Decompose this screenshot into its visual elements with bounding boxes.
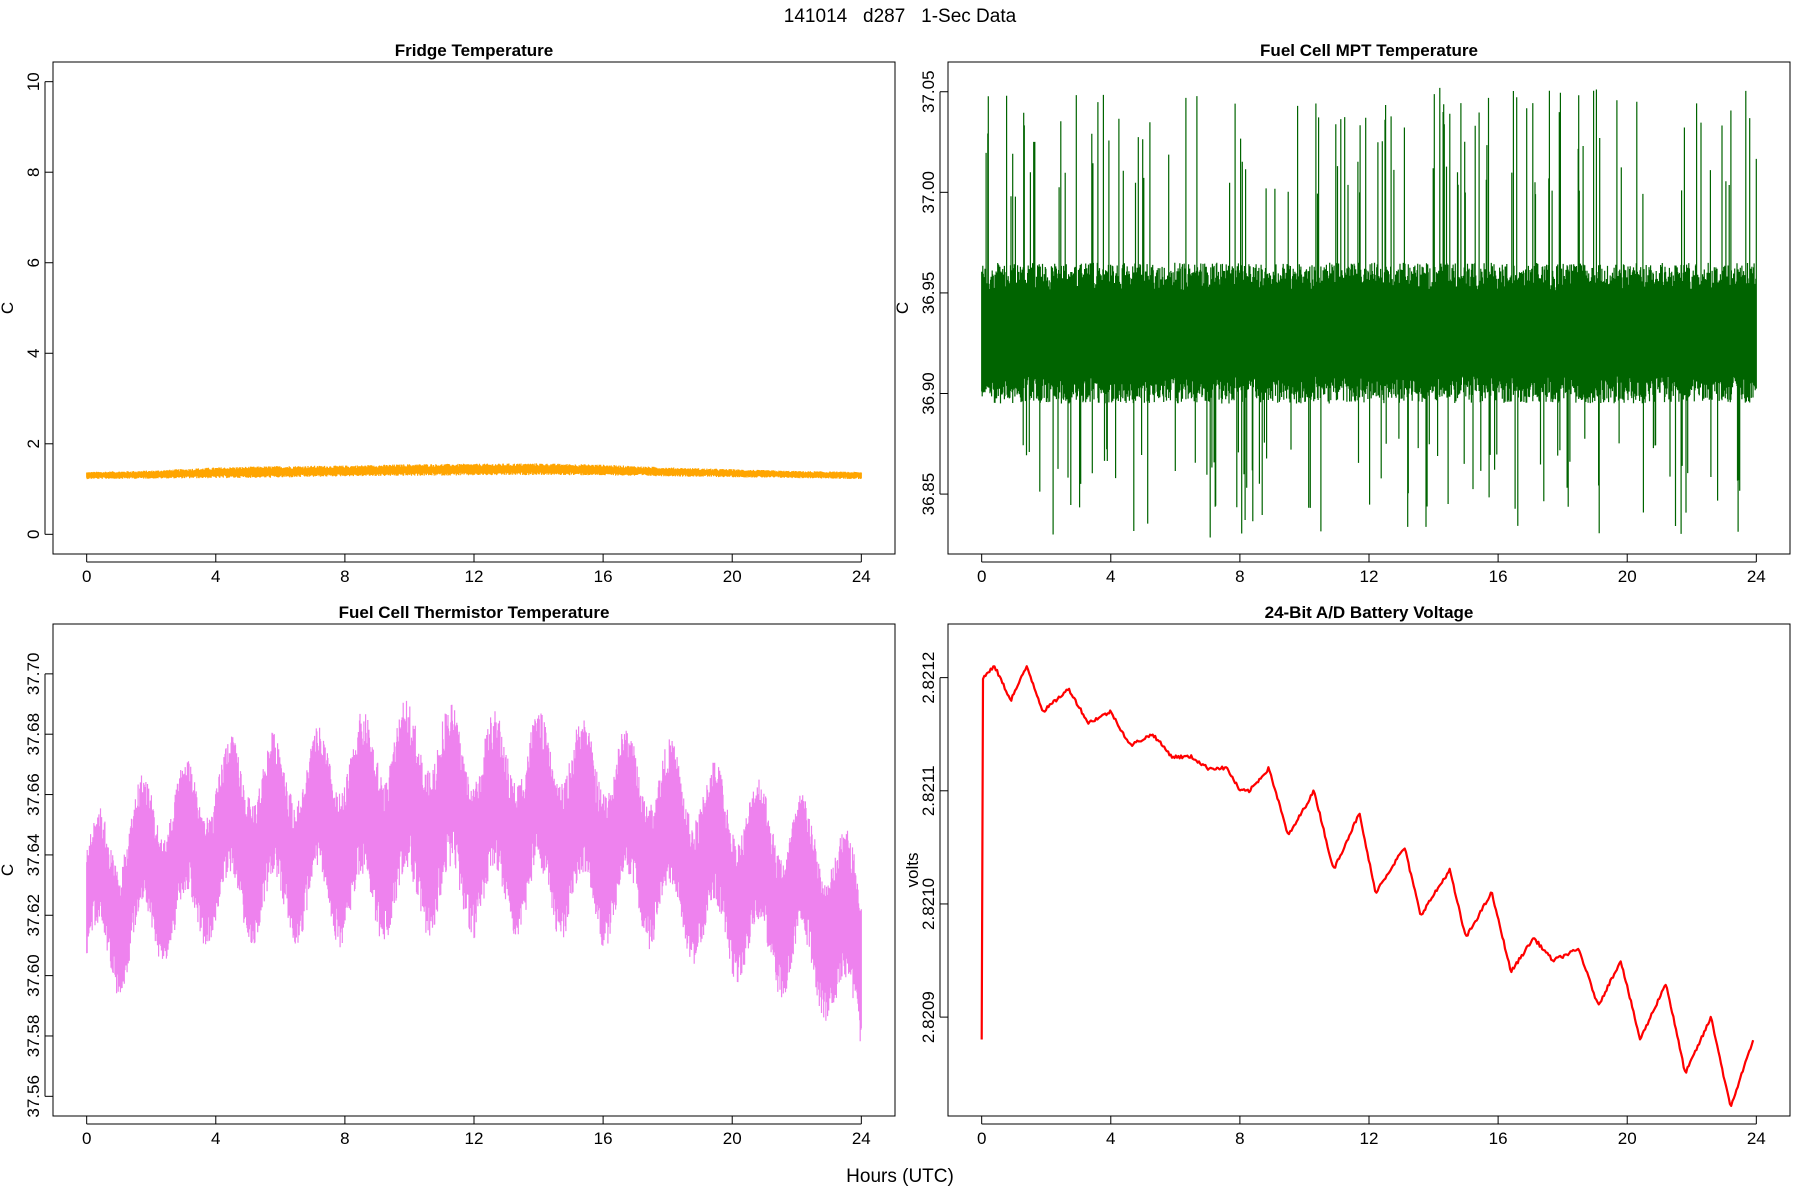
- x-tick-label: 20: [1618, 567, 1637, 586]
- data-line: [86, 700, 862, 1042]
- chart-title: 24-Bit A/D Battery Voltage: [1265, 603, 1474, 622]
- chart-panel-3: Fuel Cell Thermistor Temperature 0 4 8 12 16 2…: [0, 603, 896, 1148]
- y-tick-label: 37.60: [24, 954, 43, 997]
- x-tick-label: 8: [340, 1129, 349, 1148]
- chart-panel-1: Fridge Temperature048121620240246810C: [0, 41, 896, 586]
- y-tick-label: 36.90: [919, 372, 938, 415]
- y-tick-label: 37.58: [24, 1015, 43, 1058]
- y-tick-label: 6: [24, 258, 43, 267]
- x-tick-label: 0: [977, 1129, 986, 1148]
- x-tick-label: 24: [1747, 1129, 1766, 1148]
- x-tick-label: 12: [1360, 1129, 1379, 1148]
- x-tick-label: 4: [211, 1129, 220, 1148]
- y-axis-label: C: [893, 302, 912, 314]
- y-tick-label: 36.95: [919, 272, 938, 315]
- x-tick-label: 8: [1235, 1129, 1244, 1148]
- y-tick-label: 37.00: [919, 171, 938, 214]
- x-tick-label: 0: [82, 567, 91, 586]
- y-tick-label: 37.68: [24, 713, 43, 756]
- x-tick-label: 16: [594, 1129, 613, 1148]
- y-axis-label: C: [0, 302, 17, 314]
- x-tick-label: 4: [1106, 567, 1115, 586]
- x-tick-label: 12: [465, 1129, 484, 1148]
- y-tick-label: 2.8211: [919, 765, 938, 816]
- x-tick-label: 20: [723, 1129, 742, 1148]
- x-tick-label: 0: [977, 567, 986, 586]
- y-tick-label: 37.05: [919, 70, 938, 113]
- y-tick-label: 0: [24, 530, 43, 539]
- x-tick-label: 4: [1106, 1129, 1115, 1148]
- y-tick-label: 2.8209: [919, 991, 938, 1043]
- y-tick-label: 37.64: [24, 834, 43, 877]
- data-line: [981, 87, 1757, 538]
- x-tick-label: 4: [211, 567, 220, 586]
- chart-title: Fuel Cell MPT Temperature: [1260, 41, 1478, 60]
- y-tick-label: 2: [24, 439, 43, 448]
- y-tick-label: 37.56: [24, 1075, 43, 1118]
- x-tick-label: 12: [1360, 567, 1379, 586]
- y-tick-label: 37.70: [24, 653, 43, 696]
- y-axis-label: volts: [903, 853, 922, 888]
- chart-title: Fuel Cell Thermistor Temperature: [339, 603, 610, 622]
- y-tick-label: 4: [24, 349, 43, 358]
- x-tick-label: 24: [852, 1129, 871, 1148]
- data-line: [980, 665, 1755, 1107]
- plot-frame: [52, 61, 896, 555]
- chart-panel-2: Fuel Cell MPT Temperature 0 4 8 12 16 20 24 36.8…: [893, 41, 1791, 586]
- chart-panel-4: 24-Bit A/D Battery Voltage 0 4 8 12 16 20 24 2.8…: [903, 603, 1791, 1148]
- x-tick-label: 16: [1489, 567, 1508, 586]
- y-tick-label: 2.8212: [919, 652, 938, 704]
- x-tick-label: 16: [594, 567, 613, 586]
- page-title: 141014 d287 1-Sec Data: [783, 6, 1017, 27]
- x-tick-label: 8: [340, 567, 349, 586]
- x-tick-label: 8: [1235, 567, 1244, 586]
- x-axis-label: Hours (UTC): [846, 1166, 954, 1187]
- x-tick-label: 20: [723, 567, 742, 586]
- x-tick-label: 24: [852, 567, 871, 586]
- y-tick-label: 36.85: [919, 473, 938, 516]
- y-tick-label: 10: [24, 72, 43, 91]
- x-tick-label: 20: [1618, 1129, 1637, 1148]
- x-tick-label: 24: [1747, 567, 1766, 586]
- x-tick-label: 12: [465, 567, 484, 586]
- chart-title: Fridge Temperature: [395, 41, 553, 60]
- x-tick-label: 16: [1489, 1129, 1508, 1148]
- y-tick-label: 37.62: [24, 894, 43, 937]
- data-line: [86, 463, 862, 480]
- y-tick-label: 8: [24, 167, 43, 176]
- x-tick-label: 0: [82, 1129, 91, 1148]
- y-tick-label: 2.8210: [919, 878, 938, 930]
- y-tick-label: 37.66: [24, 773, 43, 816]
- y-axis-label: C: [0, 864, 17, 876]
